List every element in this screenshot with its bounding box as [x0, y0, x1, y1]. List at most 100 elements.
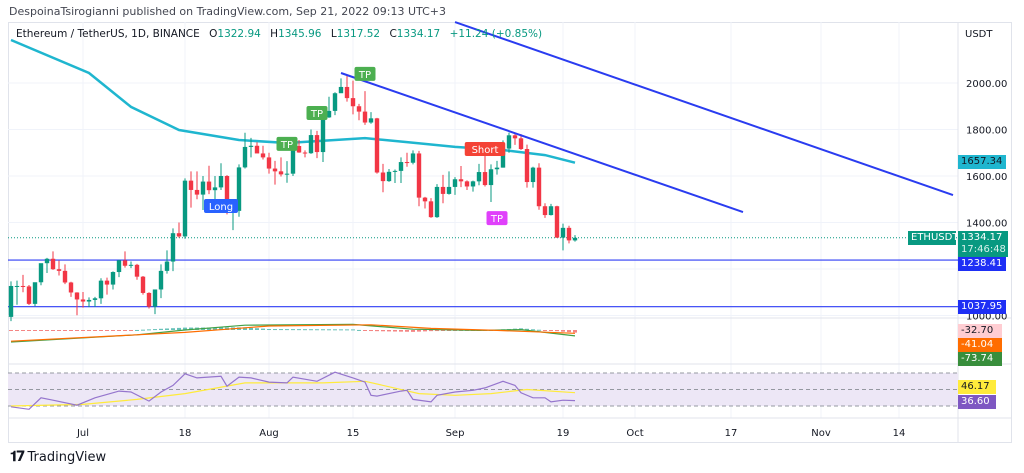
candle	[302, 152, 308, 154]
candle	[140, 276, 146, 293]
macd-histogram-bar	[561, 330, 565, 332]
candle	[518, 138, 524, 150]
macd-histogram-bar	[33, 330, 37, 331]
low-value: 1317.52	[336, 28, 381, 40]
macd-histogram-bar	[321, 329, 325, 331]
rsi-pane	[8, 371, 958, 410]
macd-histogram-bar	[525, 328, 529, 330]
time-tick-label: 14	[893, 428, 906, 439]
macd-histogram-bar	[405, 330, 409, 332]
macd-histogram-bar	[369, 330, 373, 332]
candle	[254, 145, 260, 154]
candle	[524, 149, 530, 183]
candle	[248, 145, 254, 147]
macd-histogram-bar	[69, 330, 73, 331]
candle	[296, 146, 302, 153]
candle	[446, 186, 452, 194]
signal-label: Short	[472, 145, 499, 156]
macd-histogram-bar	[51, 330, 55, 331]
candle	[428, 201, 434, 218]
candle	[452, 179, 458, 187]
macd-line	[10, 323, 576, 343]
candle	[332, 93, 338, 111]
macd-histogram-bar	[537, 329, 541, 331]
macd-histogram-bar	[213, 327, 217, 330]
macd-histogram-bar	[189, 327, 193, 330]
candle	[536, 167, 542, 207]
macd-histogram-bar	[333, 329, 337, 331]
candle	[14, 285, 20, 287]
symbol-name[interactable]: Ethereum / TetherUS, 1D, BINANCE	[16, 28, 200, 40]
candle	[374, 118, 380, 173]
candle	[320, 117, 326, 153]
macd-histogram-bar	[141, 329, 145, 331]
candle	[128, 264, 134, 266]
macd-histogram-bar	[423, 330, 427, 332]
macd-histogram-bar	[327, 329, 331, 331]
open-label: O	[209, 28, 218, 40]
macd-histogram-bar	[177, 327, 181, 330]
macd-histogram-bar	[93, 330, 97, 331]
price-tick-label: 1400.00	[966, 219, 1007, 230]
candle	[134, 264, 140, 277]
candle	[278, 171, 284, 175]
macd-histogram-bar	[339, 329, 343, 331]
ma-price-tag: 1657.34	[958, 155, 1006, 169]
macd-histogram-bar	[549, 330, 553, 331]
candle	[494, 167, 500, 170]
signal-label-box	[204, 198, 238, 213]
candle	[506, 135, 512, 149]
macd-pane	[9, 323, 577, 343]
candle	[260, 153, 266, 158]
candle	[458, 179, 464, 182]
logo-text: TradingView	[27, 449, 107, 465]
macd-histogram-bar	[291, 329, 295, 331]
annotations: TP TP TP Long Short TP	[204, 66, 508, 226]
signal-label: TP	[490, 214, 503, 225]
open-value: 1322.94	[217, 28, 261, 40]
macd-histogram-bar	[111, 330, 115, 331]
candle	[80, 299, 86, 302]
macd-histogram-bar	[387, 330, 391, 332]
tradingview-logo-icon: 𝟏7	[10, 449, 25, 465]
candle	[206, 181, 212, 191]
candle	[530, 167, 536, 183]
macd-signal-tag: -41.04	[958, 338, 1002, 352]
candle	[158, 270, 164, 290]
candle	[212, 187, 218, 191]
macd-histogram-bar	[147, 329, 151, 331]
macd-histogram-bar	[357, 329, 361, 331]
candle	[44, 258, 50, 264]
candle	[326, 110, 332, 118]
candle	[164, 261, 170, 271]
candle	[224, 176, 230, 213]
candle	[350, 98, 356, 107]
candle	[266, 157, 272, 169]
symbol-tag: ETHUSDT	[908, 231, 958, 245]
candle	[434, 186, 440, 218]
candle	[416, 153, 422, 198]
candle	[50, 258, 56, 270]
candle	[68, 282, 74, 293]
macd-histogram-bar	[315, 329, 319, 331]
candle	[272, 168, 278, 172]
candle	[338, 86, 344, 94]
trendline	[340, 72, 744, 213]
high-value: 1345.96	[278, 28, 322, 40]
candle	[86, 299, 92, 302]
price-tick-label: 2000.00	[966, 79, 1007, 90]
macd-histogram-bar	[57, 330, 61, 331]
last-price: 1334.17	[961, 232, 1003, 243]
candle	[74, 292, 80, 300]
macd-histogram-bar	[411, 330, 415, 332]
candle	[542, 206, 548, 216]
candle	[512, 135, 518, 139]
macd-histogram-bar	[9, 330, 13, 331]
tradingview-logo[interactable]: 𝟏7 TradingView	[10, 449, 106, 465]
candle	[38, 263, 44, 283]
trendline	[454, 21, 954, 197]
macd-histogram-bar	[447, 330, 451, 331]
time-tick-label: 18	[179, 428, 192, 439]
last-price-tag: 1334.17 17:46:48	[958, 231, 1008, 257]
